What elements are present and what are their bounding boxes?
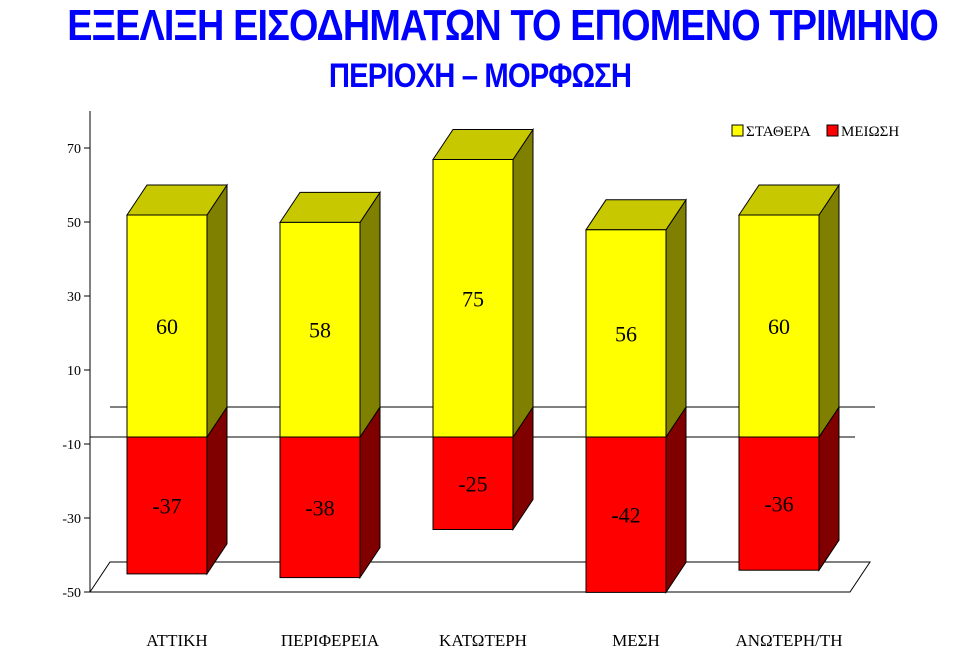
bar-side-stable (206, 183, 228, 439)
bar-decrease (279, 436, 361, 579)
bar-side-stable (665, 198, 687, 439)
data-label-stable: 75 (462, 286, 484, 311)
bar-stable (279, 221, 361, 438)
legend-swatch-decrease (826, 124, 839, 137)
y-tick-label: 30 (67, 290, 81, 305)
data-label-stable: 58 (309, 318, 331, 343)
bar-side-decrease (665, 405, 687, 595)
data-label-stable: 56 (615, 321, 637, 346)
data-label-decrease: -37 (152, 493, 181, 518)
category-label: ΜΕΣΗ (612, 631, 660, 650)
bar-decrease (738, 436, 820, 571)
data-label-decrease: -38 (305, 495, 334, 520)
bar-side-stable (359, 190, 381, 439)
bar-stable (126, 214, 208, 438)
y-tick-label: 70 (67, 142, 81, 157)
chart-subtitle: ΠΕΡΙΟΧΗ – ΜΟΡΦΩΣΗ (328, 57, 632, 95)
data-label-stable: 60 (768, 314, 790, 339)
bar-stable (738, 214, 820, 438)
data-label-stable: 60 (156, 314, 178, 339)
bars (126, 127, 840, 595)
category-label: ΑΝΩΤΕΡΗ/ΤΗ (735, 631, 842, 650)
y-tick-label: -10 (62, 438, 81, 453)
bar-stable (432, 159, 514, 438)
legend: ΣΤΑΘΕΡΑ ΜΕΙΩΣΗ (731, 124, 899, 140)
y-tick-label: -30 (62, 512, 81, 527)
category-label: ΑΤΤΙΚΗ (146, 631, 207, 650)
bar-decrease (126, 436, 208, 575)
category-label: ΠΕΡΙΦΕΡΕΙΑ (281, 631, 380, 650)
y-tick-label: 10 (67, 364, 81, 379)
data-label-decrease: -36 (764, 492, 793, 517)
category-label: ΚΑΤΩΤΕΡΗ (439, 631, 527, 650)
chart-title: ΕΞΕΛΙΞΗ ΕΙΣΟΔΗΜΑΤΩΝ ΤΟ ΕΠΟΜΕΝΟ ΤΡΙΜΗΝΟ (67, 1, 939, 50)
bar-side-stable (512, 127, 534, 439)
legend-swatch-stable (731, 124, 744, 137)
legend-label-stable: ΣΤΑΘΕΡΑ (746, 124, 811, 140)
bar-stable (585, 229, 667, 438)
data-label-decrease: -25 (458, 471, 487, 496)
data-labels: 60 -37 ΑΤΤΙΚΗ 58 -38 ΠΕΡΙΦΕΡΕΙΑ 75 -25 ΚΑΤΩΤΕΡΗ 5… (146, 286, 842, 650)
legend-label-decrease: ΜΕΙΩΣΗ (841, 124, 899, 140)
bar-side-stable (818, 183, 840, 439)
bar-decrease (432, 436, 514, 530)
data-label-decrease: -42 (611, 503, 640, 528)
y-tick-label: 50 (67, 216, 81, 231)
y-tick-label: -50 (62, 586, 81, 601)
